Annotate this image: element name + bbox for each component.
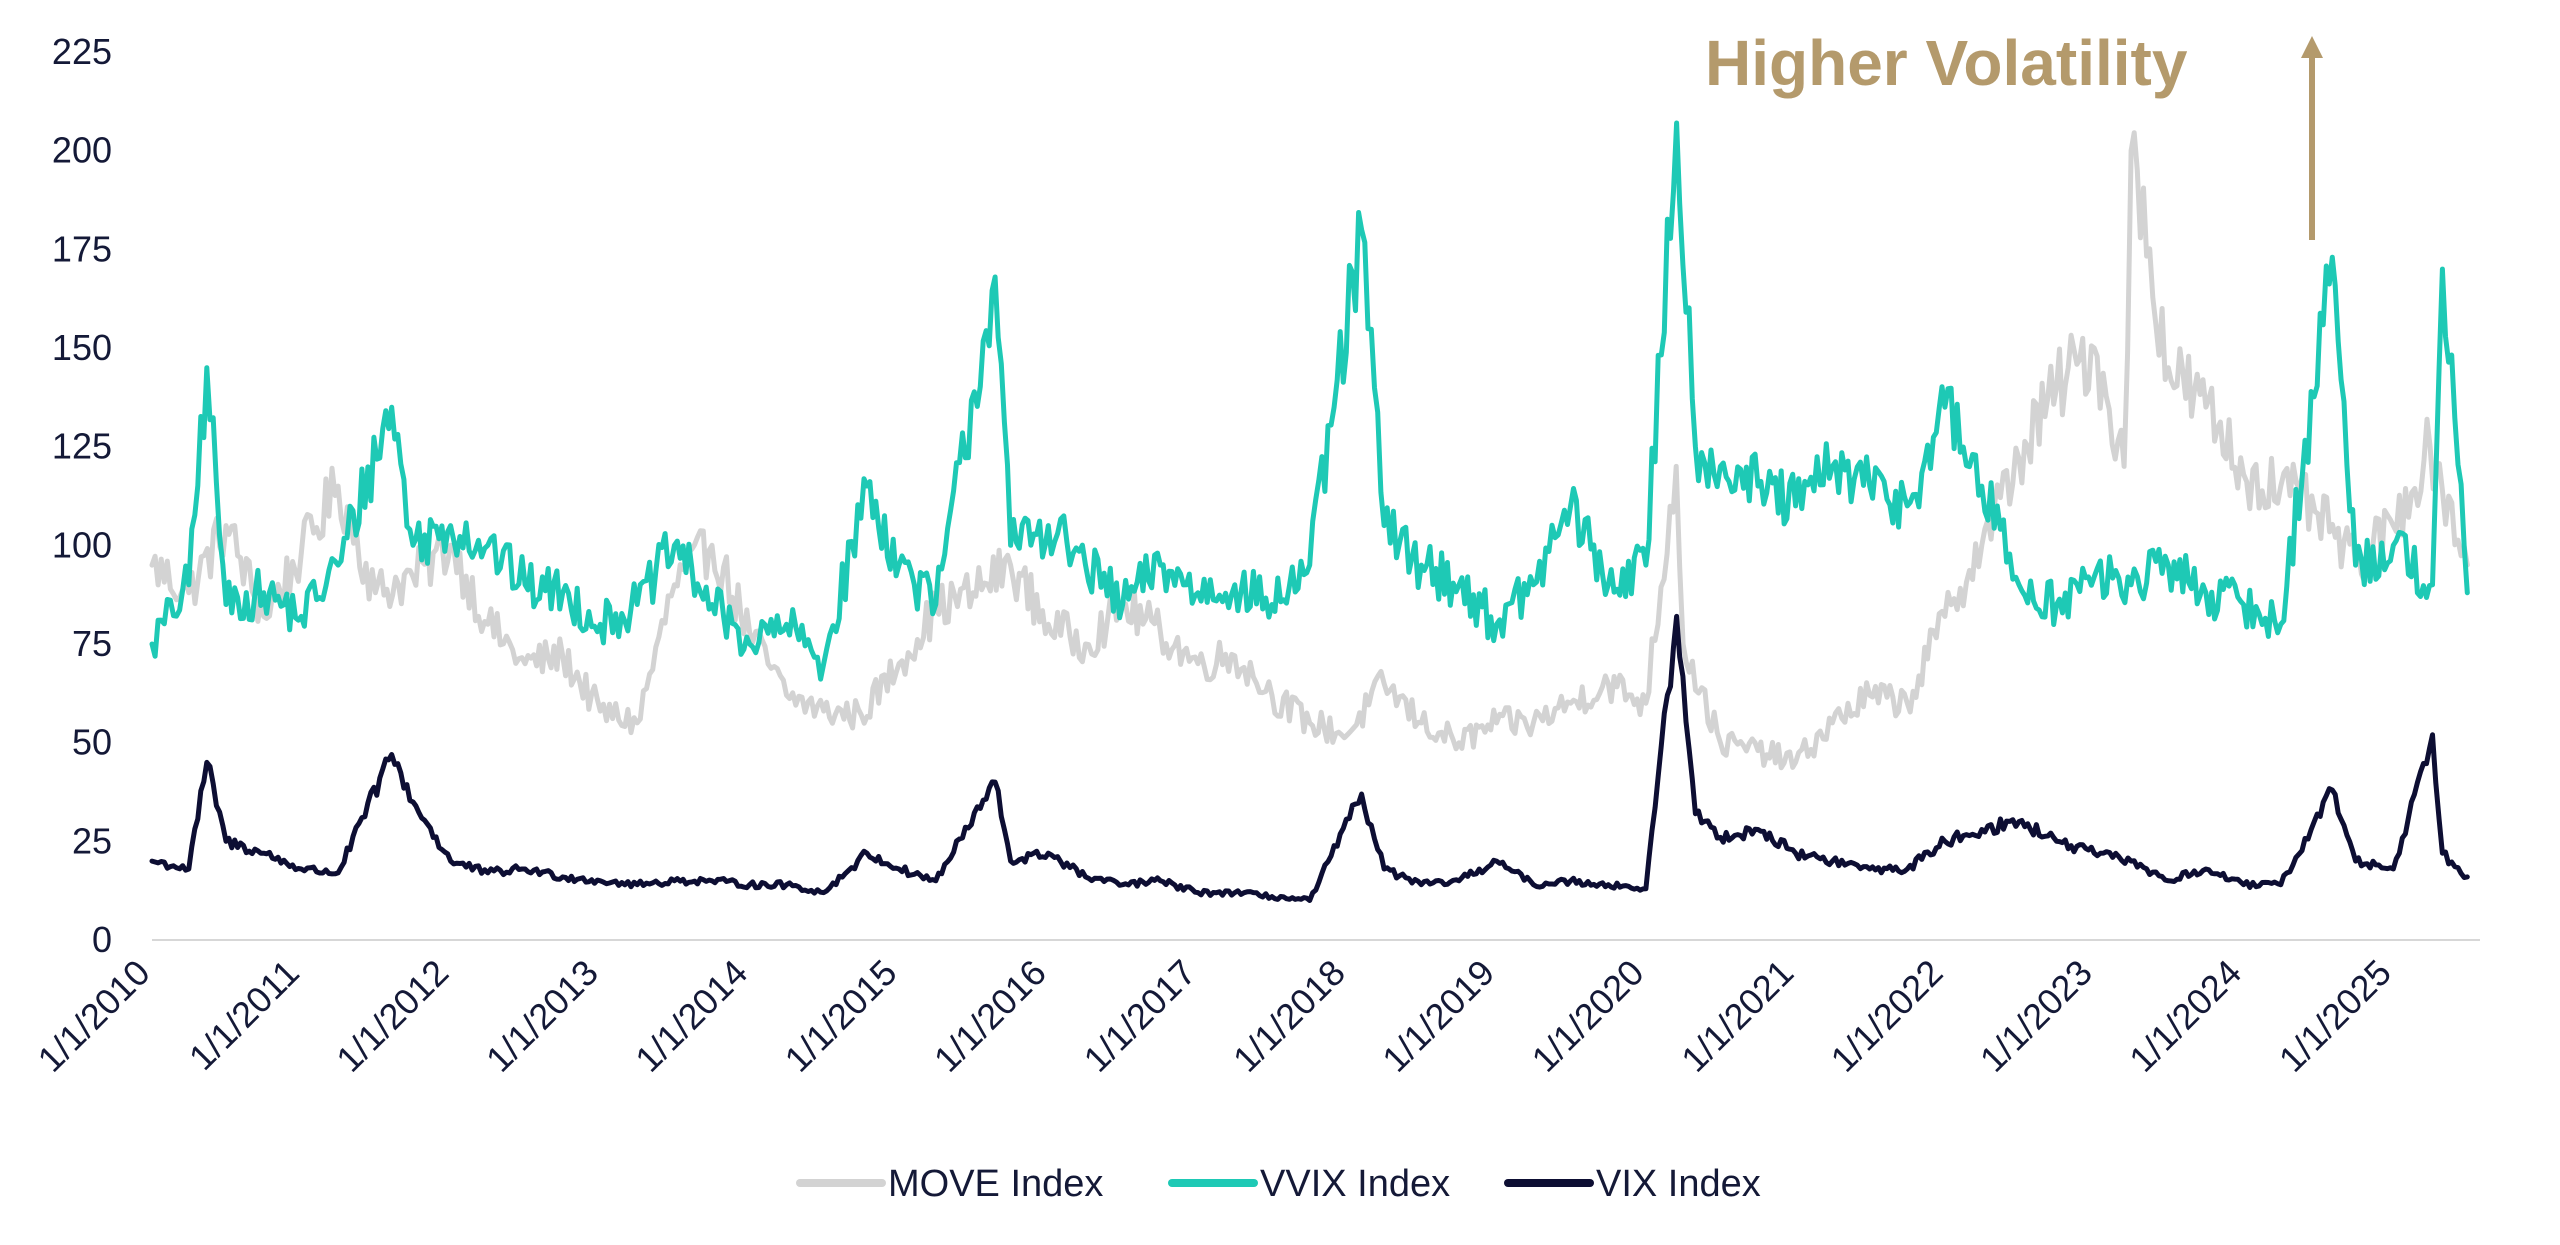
y-tick-label: 0 [92,919,112,960]
legend-item-vvix-index: VVIX Index [1168,1163,1450,1205]
x-tick-label: 1/1/2015 [777,952,905,1080]
series-line-vix-index [149,613,2470,903]
y-tick-label: 75 [72,623,112,664]
series-line-move-index [149,130,2470,771]
y-tick-label: 125 [52,426,112,467]
x-tick-label: 1/1/2014 [627,952,755,1080]
higher-volatility-annotation: Higher Volatility [1705,27,2188,99]
x-tick-label: 1/1/2020 [1523,952,1651,1080]
x-tick-label: 1/1/2021 [1673,952,1801,1080]
legend-label: VIX Index [1596,1163,1761,1205]
y-tick-label: 100 [52,524,112,565]
y-axis-tick-labels: 0 25 50 75 100 125 150 175 200 225 [52,31,112,960]
legend-item-move-index: MOVE Index [796,1163,1103,1205]
x-tick-label: 1/1/2018 [1225,952,1353,1080]
x-tick-label: 1/1/2016 [926,952,1054,1080]
chart-legend: MOVE Index VVIX Index VIX Index [796,1163,1761,1205]
series-line-vvix-index [149,120,2470,682]
x-tick-label: 1/1/2013 [478,952,606,1080]
legend-item-vix-index: VIX Index [1504,1163,1761,1205]
x-tick-label: 1/1/2011 [181,952,307,1078]
y-tick-label: 25 [72,820,112,861]
x-tick-label: 1/1/2024 [2121,952,2249,1080]
x-tick-label: 1/1/2019 [1374,952,1502,1080]
x-tick-label: 1/1/2025 [2271,952,2399,1080]
x-tick-label: 1/1/2012 [328,952,456,1080]
y-tick-label: 50 [72,722,112,763]
y-tick-label: 150 [52,327,112,368]
y-tick-label: 175 [52,228,112,269]
y-tick-label: 225 [52,31,112,72]
legend-label: MOVE Index [888,1163,1103,1205]
x-tick-label: 1/1/2022 [1823,952,1951,1080]
x-axis-tick-labels: 1/1/2010 1/1/2011 1/1/2012 1/1/2013 1/1/2014… [30,952,2399,1080]
x-tick-label: 1/1/2017 [1076,952,1204,1080]
up-arrow-icon [2301,36,2323,240]
series-lines [149,120,2470,903]
x-tick-label: 1/1/2023 [1972,952,2100,1080]
x-tick-label: 1/1/2010 [30,952,158,1080]
legend-label: VVIX Index [1260,1163,1450,1205]
y-tick-label: 200 [52,130,112,171]
